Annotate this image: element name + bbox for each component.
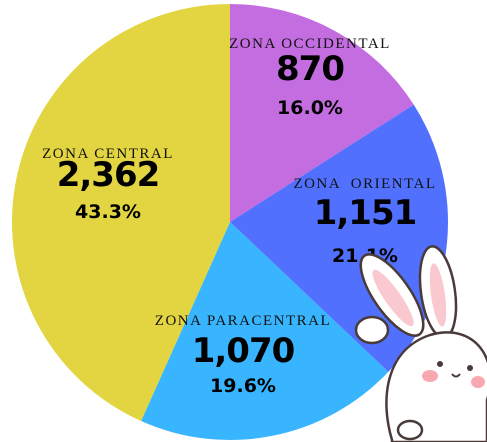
percentage-label: 43.3% [75, 201, 141, 223]
page: ZONA OCCIDENTAL87016.0%ZONA ORIENTAL1,15… [0, 0, 487, 442]
value-label: 870 [276, 49, 344, 89]
category-label: ZONA ORIENTAL [293, 176, 436, 192]
value-label: 1,070 [192, 331, 295, 371]
value-label: 2,362 [57, 155, 160, 195]
chart: ZONA OCCIDENTAL87016.0%ZONA ORIENTAL1,15… [0, 0, 487, 442]
percentage-label: 19.6% [210, 375, 276, 397]
percentage-label: 16.0% [277, 97, 343, 119]
value-label: 1,151 [314, 193, 417, 233]
category-label: ZONA PARACENTRAL [155, 313, 331, 329]
